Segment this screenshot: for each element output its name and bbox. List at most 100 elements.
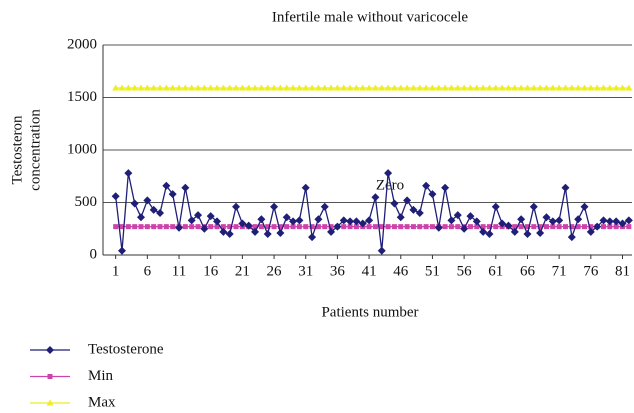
marker: [416, 84, 424, 91]
marker: [600, 224, 606, 230]
marker: [492, 84, 500, 91]
marker: [549, 84, 557, 91]
x-axis-label: Patients number: [321, 304, 418, 320]
marker: [415, 209, 424, 217]
marker: [447, 84, 455, 91]
marker: [257, 84, 265, 91]
marker: [498, 84, 506, 91]
marker: [301, 183, 310, 192]
marker: [485, 84, 493, 91]
marker: [523, 230, 532, 238]
marker: [112, 84, 120, 91]
marker: [219, 84, 227, 91]
marker: [504, 221, 513, 230]
marker: [385, 224, 391, 230]
marker: [359, 84, 367, 91]
marker: [606, 84, 614, 91]
marker: [441, 84, 449, 91]
marker: [315, 224, 321, 230]
marker: [118, 246, 127, 255]
marker: [523, 84, 531, 91]
marker: [555, 216, 564, 225]
marker: [227, 224, 233, 230]
marker: [339, 216, 348, 225]
marker: [150, 84, 158, 91]
x-tick-label: 46: [393, 263, 409, 279]
marker: [448, 224, 454, 230]
marker: [491, 202, 500, 211]
marker: [391, 224, 397, 230]
marker: [238, 84, 246, 91]
marker: [137, 213, 146, 222]
marker: [548, 217, 557, 226]
marker: [232, 202, 241, 211]
marker: [175, 84, 183, 91]
marker: [295, 84, 303, 91]
marker: [410, 224, 416, 230]
marker: [384, 169, 393, 178]
marker: [403, 196, 412, 205]
marker: [429, 224, 435, 230]
marker: [580, 84, 588, 91]
marker: [422, 84, 430, 91]
marker: [455, 224, 461, 230]
marker: [226, 84, 234, 91]
marker: [423, 224, 429, 230]
marker: [417, 224, 423, 230]
marker: [175, 223, 184, 232]
x-tick-label: 21: [235, 263, 250, 279]
legend-label: Max: [88, 394, 116, 410]
marker: [613, 224, 619, 230]
marker: [157, 224, 163, 230]
marker: [232, 84, 240, 91]
marker: [137, 84, 145, 91]
x-tick-label: 16: [203, 263, 219, 279]
marker: [143, 196, 152, 205]
marker: [561, 84, 569, 91]
marker: [346, 217, 355, 226]
x-tick-label: 71: [552, 263, 567, 279]
y-tick-label: 1000: [67, 141, 97, 157]
marker: [187, 216, 196, 225]
marker: [320, 202, 329, 211]
marker: [472, 217, 481, 226]
x-tick-label: 11: [172, 263, 186, 279]
marker: [144, 224, 150, 230]
marker: [624, 216, 633, 225]
y-axis-label-line: concentration: [27, 109, 43, 191]
marker: [384, 84, 392, 91]
marker: [290, 224, 296, 230]
marker: [296, 224, 302, 230]
marker: [284, 224, 290, 230]
marker: [251, 227, 260, 236]
marker: [512, 224, 518, 230]
marker: [119, 224, 125, 230]
marker: [599, 216, 608, 225]
marker: [618, 84, 626, 91]
marker: [149, 205, 158, 214]
marker: [581, 224, 587, 230]
marker: [428, 190, 437, 199]
marker: [200, 84, 208, 91]
marker: [396, 213, 405, 222]
marker: [276, 84, 284, 91]
marker: [479, 84, 487, 91]
marker: [270, 202, 279, 211]
marker: [543, 224, 549, 230]
marker: [125, 224, 131, 230]
marker: [302, 84, 310, 91]
marker: [397, 84, 405, 91]
marker: [327, 227, 336, 236]
marker: [536, 84, 544, 91]
marker: [270, 84, 278, 91]
marker: [46, 399, 54, 406]
marker: [422, 181, 431, 190]
marker: [531, 224, 537, 230]
marker: [341, 224, 347, 230]
marker: [586, 227, 595, 236]
marker: [529, 202, 538, 211]
x-tick-label: 36: [330, 263, 346, 279]
marker: [206, 212, 215, 221]
marker: [510, 227, 519, 236]
